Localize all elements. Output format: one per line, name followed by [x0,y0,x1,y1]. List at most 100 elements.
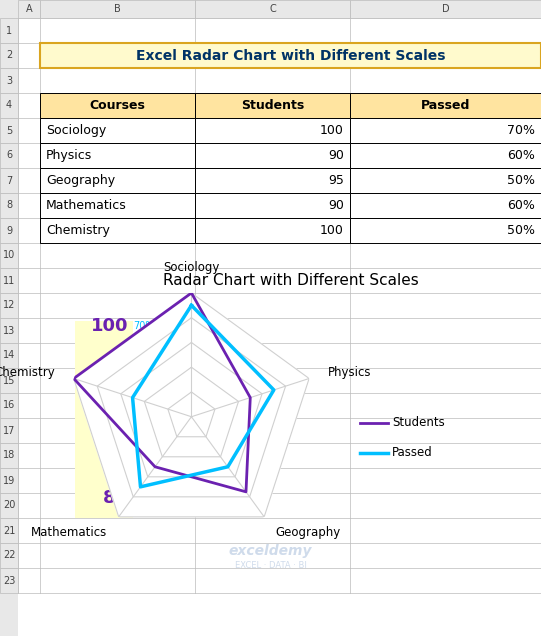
Bar [0,218,18,243]
Text: 4: 4 [6,100,12,111]
Text: 95: 95 [103,360,128,378]
Bar [75,321,133,518]
Bar [195,193,350,218]
Bar [40,93,195,118]
Text: EXCEL · DATA · BI: EXCEL · DATA · BI [235,560,306,569]
Bar [0,93,18,118]
Text: 100: 100 [320,224,344,237]
Polygon shape [168,392,215,437]
Text: 80: 80 [103,489,128,507]
Text: 3: 3 [6,76,12,85]
Text: 100: 100 [320,124,344,137]
Text: Radar Chart with Different Scales: Radar Chart with Different Scales [163,273,418,288]
Text: 90: 90 [328,199,344,212]
Bar [0,368,18,393]
Polygon shape [74,293,309,517]
Text: B: B [114,4,121,14]
Bar [350,168,541,193]
Text: 6: 6 [6,151,12,160]
Bar [195,0,350,18]
Text: 1: 1 [6,25,12,36]
Bar [0,443,18,468]
Bar [40,218,195,243]
Text: 70%: 70% [507,124,535,137]
Bar [0,493,18,518]
Bar [195,118,350,143]
Bar [40,43,541,68]
Text: 95: 95 [328,174,344,187]
Text: 40%: 40% [133,450,154,460]
Text: 11: 11 [3,275,15,286]
Bar [350,93,541,118]
Text: Courses: Courses [90,99,146,112]
Bar [0,393,18,418]
Polygon shape [121,342,262,477]
Bar [350,143,541,168]
Text: Mathematics: Mathematics [46,199,127,212]
Polygon shape [144,367,239,457]
Text: 20: 20 [3,501,15,511]
Bar [0,293,18,318]
Text: C: C [269,4,276,14]
Bar [40,168,195,193]
Bar [0,0,18,636]
Text: A: A [25,4,32,14]
Text: 19: 19 [3,476,15,485]
Text: 12: 12 [3,300,15,310]
Text: 14: 14 [3,350,15,361]
Text: Students: Students [241,99,304,112]
Text: 21: 21 [3,525,15,536]
Text: Physics: Physics [46,149,93,162]
Bar [350,218,541,243]
Text: 18: 18 [3,450,15,460]
Bar [0,343,18,368]
Text: 8: 8 [6,200,12,211]
Bar [0,243,18,268]
Bar [0,518,18,543]
Text: Excel Radar Chart with Different Scales: Excel Radar Chart with Different Scales [136,48,445,62]
Text: 13: 13 [3,326,15,336]
Bar [0,543,18,568]
Text: 85: 85 [103,446,128,464]
Bar [0,318,18,343]
Text: 90: 90 [328,149,344,162]
Text: 100: 100 [90,317,128,335]
Text: exceldemy: exceldemy [229,544,312,558]
Bar [40,193,195,218]
Bar [195,93,350,118]
Polygon shape [97,318,286,497]
Text: Geography: Geography [46,174,115,187]
Bar [40,143,195,168]
Bar [0,118,18,143]
Bar [0,418,18,443]
Text: 23: 23 [3,576,15,586]
Text: 5: 5 [6,125,12,135]
Bar [0,43,18,68]
Text: 9: 9 [6,226,12,235]
Text: 15: 15 [3,375,15,385]
Text: 22: 22 [3,551,15,560]
Bar [18,0,40,18]
Text: 90: 90 [103,403,128,421]
Bar [0,568,18,593]
Bar [40,0,195,18]
Text: Sociology: Sociology [46,124,106,137]
Bar [0,168,18,193]
Text: 60%: 60% [507,149,535,162]
Text: 2: 2 [6,50,12,60]
Bar [195,143,350,168]
Text: 16: 16 [3,401,15,410]
Bar [350,0,541,18]
Text: 70%: 70% [133,321,155,331]
Bar [0,468,18,493]
Text: 50%: 50% [507,174,535,187]
Text: 60%: 60% [507,199,535,212]
Text: D: D [441,4,450,14]
Text: Students: Students [392,417,445,429]
Bar [0,193,18,218]
Bar [195,168,350,193]
Text: 17: 17 [3,425,15,436]
Text: 10: 10 [3,251,15,261]
Text: 7: 7 [6,176,12,186]
Text: 50%: 50% [133,407,155,417]
